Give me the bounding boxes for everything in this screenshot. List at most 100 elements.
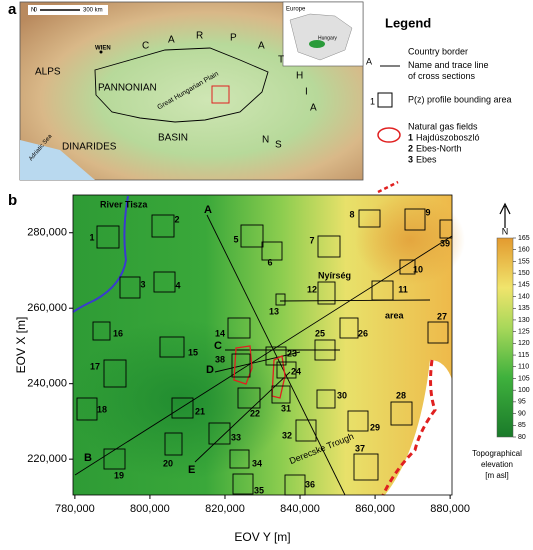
profile-label: 11 [398,284,408,294]
colorbar [496,237,514,438]
scale-end: 300 km [83,8,103,14]
place-label: BASIN [158,133,188,144]
profile-label: 27 [437,311,447,321]
inset-country: Hungary [318,35,337,41]
profile-label: 15 [188,347,198,357]
legend-symbol: A [366,56,372,66]
profile-label: 1 [89,232,94,242]
colorbar-tick-label: 165 [518,235,530,242]
profile-box [347,410,369,432]
profile-label: 31 [281,403,291,413]
profile-box [240,224,264,248]
outside-area [385,360,458,495]
gas-field [233,345,253,385]
section-label: E [188,464,195,476]
profile-box [159,336,185,358]
feature-label: River Tisza [100,199,148,209]
section-label: A [204,204,212,216]
y-axis-title: EOV X [m] [14,317,28,374]
profile-box [103,359,127,388]
gas-name: Ebes [416,154,437,164]
legend-item: P(z) profile bounding area [408,94,512,104]
gas-name: Ebes-North [416,143,462,153]
scale-start: 0 [34,8,38,14]
profile-label: 10 [413,264,423,274]
place-label: PANNONIAN [98,83,157,94]
profile-label: 25 [315,328,325,338]
gas-number: 2 [408,143,413,153]
colorbar-title: [m asl] [485,471,509,480]
place-label: ALPS [35,67,61,78]
profile-label: 30 [337,390,347,400]
colorbar-tick-label: 95 [518,399,526,406]
profile-label: 13 [269,306,279,316]
profile-label: 22 [250,408,260,418]
profile-box [317,235,341,258]
study-area [211,85,230,104]
y-tick-label: 220,000 [27,453,67,465]
mountain-letter: T [278,55,284,66]
profile-box [276,361,297,379]
mountain-letter: R [196,31,203,42]
x-tick-label: 840,000 [280,503,320,515]
mountain-letter: A [258,41,265,52]
profile-label: 35 [254,485,264,495]
section-line [74,235,453,476]
colorbar-tick-label: 115 [518,352,529,359]
profile-label: 17 [90,361,100,371]
profile-box [439,219,453,239]
profile-box [232,473,254,495]
profile-label: 23 [287,348,297,358]
mountain-letter: A [310,103,317,114]
colorbar-tick-label: 85 [518,422,526,429]
hungary-inset [309,40,325,48]
profile-box [227,317,251,339]
profile-box [265,346,287,366]
legend-border-symbol [377,180,399,194]
colorbar-tick-label: 120 [518,340,530,347]
colorbar-tick-label: 110 [518,364,529,371]
colorbar-tick-label: 100 [518,387,530,394]
place-label: DINARIDES [62,142,117,153]
profile-label: 24 [291,366,301,376]
profile-box [358,209,381,228]
legend [377,65,401,194]
gas-name: Hajdúszoboszló [416,132,480,142]
profile-label: 36 [305,479,315,489]
colorbar-tick-label: 135 [518,305,530,312]
legend-item: Natural gas fields [408,121,478,131]
profile-label: 29 [370,422,380,432]
profile-box [316,389,336,409]
profile-label: 2 [174,214,179,224]
gas-number: 3 [408,154,413,164]
colorbar-title: Topographical [472,449,522,458]
colorbar-tick-label: 160 [518,247,530,254]
mountain-letter: C [142,41,149,52]
mountain-letter: A [168,35,175,46]
profile-label: 34 [252,458,262,468]
map-frame [72,194,453,496]
profile-label: 18 [97,404,107,414]
profile-label: 7 [309,235,314,245]
section-label: B [84,452,92,464]
profile-label: 33 [231,432,241,442]
north-label: N [502,226,509,236]
place-label: WIEN [95,46,111,52]
y-tick-label: 260,000 [27,302,67,314]
colorbar-tick-label: 125 [518,328,530,335]
profile-box [317,281,336,305]
hungary-border [94,47,269,123]
scale-north: N [31,8,35,14]
profile-label: 37 [355,443,365,453]
x-axis-title: EOV Y [m] [234,530,290,544]
mountain-letter: N [262,135,269,146]
profile-label: 39 [440,238,450,248]
country-border [381,359,437,496]
profile-box [284,474,306,496]
profile-label: 19 [114,470,124,480]
mountain-letter: H [296,71,303,82]
profile-label: 21 [195,406,205,416]
profile-box [275,293,286,306]
colorbar-tick-label: 90 [518,410,526,417]
